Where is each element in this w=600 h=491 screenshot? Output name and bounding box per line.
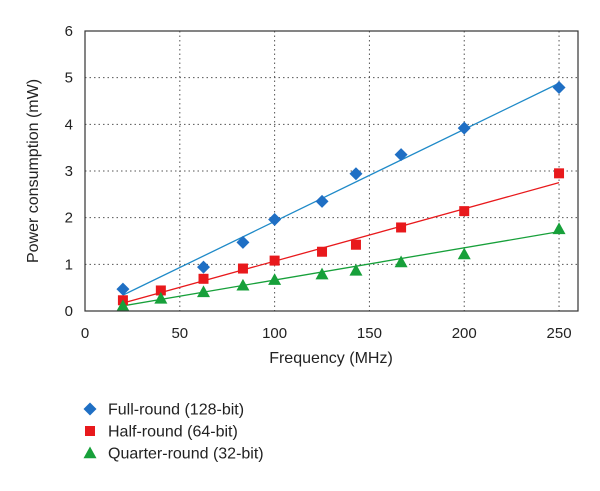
legend-item: Half-round (64-bit) bbox=[85, 424, 238, 441]
y-tick-label: 2 bbox=[65, 210, 73, 227]
data-point-triangle bbox=[236, 278, 250, 291]
plot-frame bbox=[84, 30, 579, 312]
trend-line-triangle bbox=[122, 231, 560, 307]
legend-label: Half-round (64-bit) bbox=[108, 424, 238, 441]
x-tick-label: 0 bbox=[81, 325, 89, 342]
x-tick-label: 200 bbox=[452, 325, 477, 342]
data-point-square bbox=[237, 263, 248, 274]
x-tick-label: 100 bbox=[262, 325, 287, 342]
legend-label: Full-round (128-bit) bbox=[108, 402, 244, 419]
trend-line-square bbox=[122, 182, 560, 304]
data-point-square bbox=[155, 285, 166, 296]
data-point-square bbox=[350, 239, 361, 250]
legend-label: Quarter-round (32-bit) bbox=[108, 446, 264, 463]
data-point-diamond bbox=[457, 121, 471, 135]
y-tick-label: 4 bbox=[65, 116, 73, 133]
y-tick-label: 0 bbox=[65, 303, 73, 320]
data-point-triangle bbox=[457, 247, 471, 260]
data-point-square bbox=[459, 206, 470, 217]
legend-marker-triangle bbox=[83, 446, 97, 459]
x-axis-label: Frequency (MHz) bbox=[269, 350, 393, 367]
y-axis-label: Power consumption (mW) bbox=[25, 79, 42, 263]
x-tick-label: 50 bbox=[171, 325, 188, 342]
legend-marker-diamond bbox=[83, 402, 97, 416]
legend: Full-round (128-bit) Half-round (64-bit) Q… bbox=[83, 402, 264, 463]
data-point-triangle bbox=[394, 255, 408, 268]
data-point-diamond bbox=[268, 213, 282, 227]
data-point-square bbox=[198, 273, 209, 284]
y-tick-label: 3 bbox=[65, 163, 73, 180]
data-point-triangle bbox=[116, 299, 130, 312]
data-points bbox=[116, 80, 566, 312]
y-tick-label: 6 bbox=[65, 23, 73, 40]
data-point-diamond bbox=[315, 194, 329, 208]
legend-marker-square bbox=[85, 426, 95, 436]
data-point-square bbox=[554, 168, 565, 179]
data-point-triangle bbox=[349, 263, 363, 276]
data-point-triangle bbox=[315, 267, 329, 280]
trend-lines bbox=[122, 82, 560, 307]
x-tick-labels: 0 50 100 150 200 250 bbox=[81, 325, 572, 342]
trend-line-diamond bbox=[122, 82, 560, 296]
data-point-square bbox=[317, 246, 328, 257]
data-point-triangle bbox=[552, 222, 566, 235]
data-point-diamond bbox=[394, 148, 408, 162]
legend-item: Quarter-round (32-bit) bbox=[83, 446, 264, 463]
y-tick-label: 5 bbox=[65, 70, 73, 87]
data-point-triangle bbox=[268, 273, 282, 285]
data-point-diamond bbox=[349, 167, 363, 181]
grid-lines bbox=[85, 31, 578, 311]
x-tick-label: 150 bbox=[357, 325, 382, 342]
data-point-triangle bbox=[197, 285, 211, 298]
data-point-triangle bbox=[154, 291, 168, 304]
data-point-square bbox=[396, 222, 407, 233]
data-point-diamond bbox=[236, 235, 250, 249]
x-tick-label: 250 bbox=[547, 325, 572, 342]
y-tick-labels: 0 1 2 3 4 5 6 bbox=[65, 23, 73, 320]
y-tick-label: 1 bbox=[65, 256, 73, 273]
data-point-diamond bbox=[116, 282, 130, 296]
data-point-diamond bbox=[552, 80, 566, 94]
legend-item: Full-round (128-bit) bbox=[83, 402, 244, 419]
data-point-diamond bbox=[197, 260, 211, 274]
data-point-square bbox=[269, 255, 280, 266]
